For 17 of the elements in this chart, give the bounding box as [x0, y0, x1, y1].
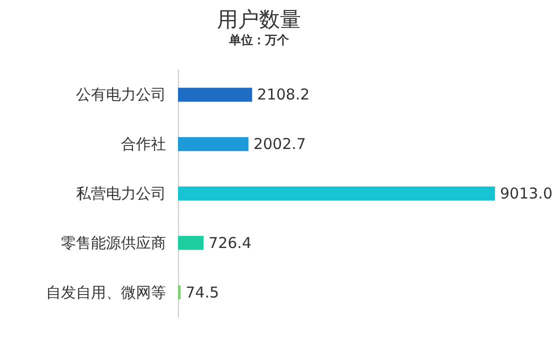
bar	[178, 186, 495, 200]
chart-title: 用户数量	[217, 8, 301, 32]
chart-subtitle: 单位：万个	[228, 33, 290, 47]
bar	[178, 88, 252, 102]
y-tick-label: 零售能源供应商	[61, 234, 166, 252]
y-tick-label: 私营电力公司	[76, 184, 166, 202]
bar	[178, 137, 248, 152]
data-label: 74.5	[186, 283, 220, 302]
data-label: 9013.0	[500, 184, 552, 202]
y-tick-label: 公有电力公司	[76, 86, 166, 104]
y-tick-label: 自发自用、微网等	[46, 283, 166, 302]
y-tick-label: 合作社	[121, 135, 166, 154]
bar	[178, 285, 181, 300]
bar	[178, 236, 204, 250]
data-label: 726.4	[208, 234, 252, 252]
data-label: 2002.7	[253, 135, 306, 154]
data-label: 2108.2	[257, 86, 310, 104]
